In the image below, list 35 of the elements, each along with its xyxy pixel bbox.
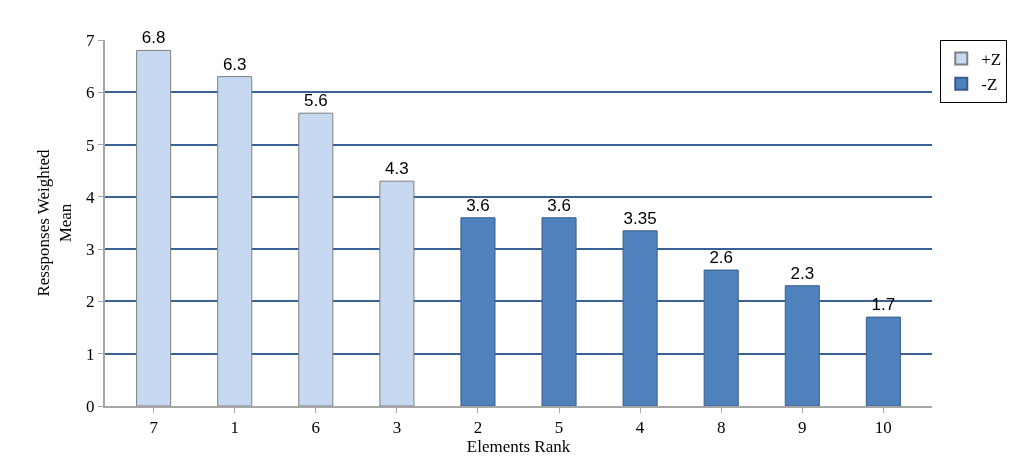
x-tick-label: 7: [149, 418, 159, 438]
y-tick-label: 7: [86, 30, 96, 50]
data-label: 6.8: [141, 28, 166, 48]
y-tick-label: 1: [86, 344, 95, 364]
x-tick-label: 10: [874, 418, 892, 438]
data-label: 2.3: [790, 263, 815, 283]
data-label: 3.6: [466, 195, 490, 215]
legend-label: -Z: [981, 75, 998, 95]
data-label: 3.6: [547, 195, 571, 215]
x-tick-label: 9: [798, 418, 807, 438]
y-tick-label: 0: [86, 396, 95, 416]
data-label: 4.3: [385, 159, 409, 179]
y-tick-label: 4: [86, 187, 96, 207]
y-tick-label: 2: [86, 292, 95, 312]
y-axis-title: Ressponses Weighted Mean: [34, 148, 76, 297]
data-label: 3.35: [623, 208, 657, 228]
x-tick-label: 8: [716, 418, 726, 438]
y-tick-label: 3: [86, 240, 95, 260]
x-tick-label: 2: [473, 418, 483, 438]
data-label: 2.6: [709, 248, 734, 268]
legend-label: +Z: [981, 50, 1002, 70]
data-label: 6.3: [222, 54, 247, 74]
bar: [298, 112, 334, 406]
bar: [136, 49, 172, 406]
x-tick-label: 1: [230, 418, 239, 438]
x-tick-label: 4: [635, 418, 645, 438]
x-tick-label: 6: [311, 418, 321, 438]
y-tick-label: 5: [86, 135, 95, 155]
data-label: 5.6: [303, 91, 328, 111]
bar: [217, 76, 253, 406]
x-tick-label: 3: [392, 418, 402, 438]
bar: [379, 180, 415, 406]
x-axis-title: Elements Rank: [466, 437, 571, 457]
x-tick-label: 5: [554, 418, 564, 438]
y-tick-label: 6: [86, 83, 95, 103]
